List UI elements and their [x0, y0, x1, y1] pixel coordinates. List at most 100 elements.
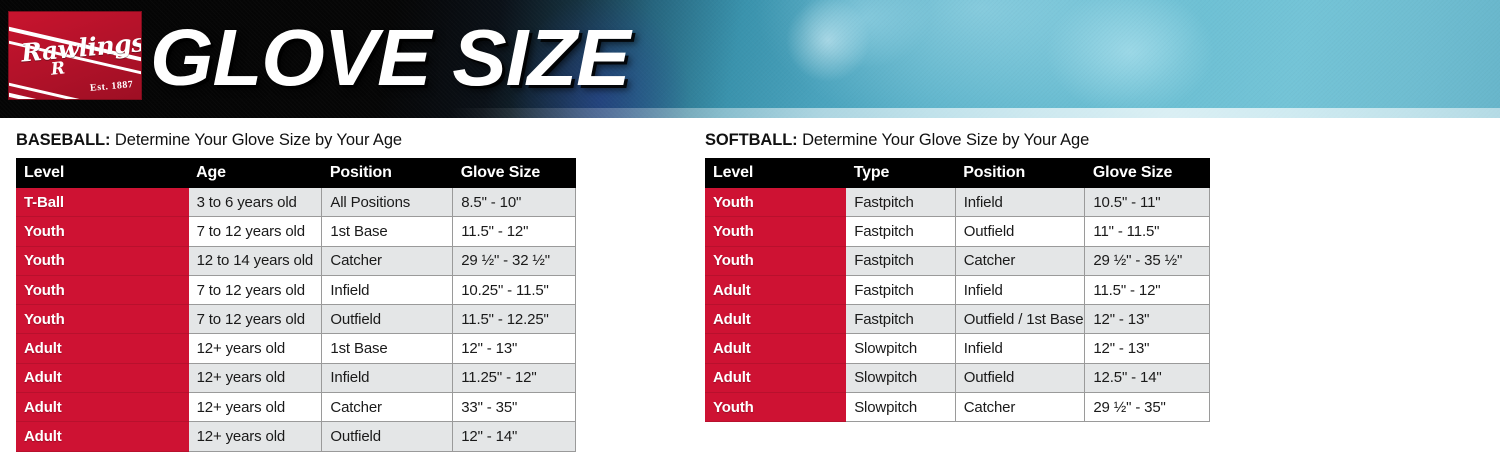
cell-position: Infield — [321, 275, 454, 306]
cell-position: Outfield — [955, 216, 1086, 247]
cell-position: Outfield — [321, 304, 454, 335]
cell-type: Fastpitch — [845, 275, 956, 306]
cell-position: Catcher — [321, 392, 454, 423]
column-header-level: Level — [705, 158, 846, 188]
page-title: GLOVE SIZE — [150, 13, 630, 102]
table-row: T-Ball 3 to 6 years old All Positions 8.… — [16, 188, 576, 218]
logo-r-mark: R — [49, 58, 67, 80]
table-header-row: Level Age Position Glove Size — [16, 158, 576, 188]
cell-glove-size: 11.5" - 12.25" — [452, 304, 576, 335]
cell-age: 12+ years old — [188, 363, 323, 394]
rawlings-logo: Rawlings R Est. 1887 — [8, 11, 142, 100]
cell-type: Fastpitch — [845, 216, 956, 247]
cell-position: Outfield / 1st Base — [955, 304, 1086, 335]
cell-glove-size: 12" - 13" — [1084, 333, 1210, 364]
column-header-glove-size: Glove Size — [452, 158, 576, 188]
cell-position: Outfield — [955, 363, 1086, 394]
softball-heading-rest: Determine Your Glove Size by Your Age — [797, 131, 1090, 149]
cell-age: 7 to 12 years old — [188, 216, 323, 247]
cell-level: Youth — [16, 246, 189, 276]
cell-age: 12+ years old — [188, 392, 323, 423]
baseball-heading-rest: Determine Your Glove Size by Your Age — [110, 131, 402, 149]
cell-level: Adult — [16, 333, 189, 364]
cell-position: Outfield — [321, 421, 454, 452]
cell-glove-size: 11.5" - 12" — [1084, 275, 1210, 306]
banner-bottom-glow — [0, 108, 1500, 118]
table-row: Adult 12+ years old Outfield 12" - 14" — [16, 421, 576, 452]
softball-size-table: Level Type Position Glove Size Youth Fas… — [705, 158, 1210, 423]
cell-position: 1st Base — [321, 216, 454, 247]
cell-level: Adult — [705, 363, 847, 394]
cell-age: 12+ years old — [188, 421, 323, 452]
table-row: Youth Fastpitch Catcher 29 ½" - 35 ½" — [705, 246, 1210, 276]
cell-age: 7 to 12 years old — [188, 304, 323, 335]
cell-position: Catcher — [955, 392, 1086, 423]
baseball-heading: BASEBALL: Determine Your Glove Size by Y… — [16, 118, 576, 158]
table-row: Youth Fastpitch Outfield 11" - 11.5" — [705, 216, 1210, 247]
banner-texture-overlay — [0, 0, 1500, 118]
cell-level: Adult — [16, 363, 189, 394]
cell-glove-size: 12.5" - 14" — [1084, 363, 1210, 394]
cell-level: Adult — [16, 421, 189, 452]
cell-type: Slowpitch — [845, 363, 956, 394]
cell-position: All Positions — [321, 188, 454, 218]
cell-type: Fastpitch — [845, 304, 956, 335]
cell-level: Youth — [705, 188, 847, 218]
cell-age: 7 to 12 years old — [188, 275, 323, 306]
table-row: Adult Slowpitch Infield 12" - 13" — [705, 333, 1210, 364]
column-header-position: Position — [321, 158, 453, 188]
table-row: Youth 7 to 12 years old Infield 10.25" -… — [16, 275, 576, 306]
table-header-row: Level Type Position Glove Size — [705, 158, 1210, 188]
table-row: Youth 7 to 12 years old 1st Base 11.5" -… — [16, 216, 576, 247]
cell-position: Catcher — [321, 246, 454, 276]
cell-level: Youth — [705, 392, 847, 423]
cell-position: Infield — [955, 333, 1086, 364]
cell-level: Youth — [705, 246, 847, 276]
cell-type: Fastpitch — [845, 188, 956, 218]
cell-position: Infield — [321, 363, 454, 394]
baseball-heading-strong: BASEBALL: — [16, 131, 111, 149]
table-row: Adult 12+ years old 1st Base 12" - 13" — [16, 333, 576, 364]
cell-glove-size: 8.5" - 10" — [452, 188, 576, 218]
baseball-panel: BASEBALL: Determine Your Glove Size by Y… — [16, 118, 576, 452]
table-row: Youth 7 to 12 years old Outfield 11.5" -… — [16, 304, 576, 335]
softball-heading-strong: SOFTBALL: — [705, 131, 798, 149]
cell-level: Youth — [16, 275, 189, 306]
banner-background — [0, 0, 1500, 118]
cell-glove-size: 10.5" - 11" — [1084, 188, 1210, 218]
table-row: Youth Slowpitch Catcher 29 ½" - 35" — [705, 392, 1210, 423]
cell-level: Adult — [16, 392, 189, 423]
table-row: Adult Slowpitch Outfield 12.5" - 14" — [705, 363, 1210, 394]
column-header-level: Level — [16, 158, 189, 188]
cell-position: Catcher — [955, 246, 1086, 276]
cell-glove-size: 29 ½" - 35 ½" — [1084, 246, 1210, 276]
logo-established-text: Est. 1887 — [89, 79, 134, 94]
cell-glove-size: 29 ½" - 32 ½" — [452, 246, 576, 276]
softball-heading: SOFTBALL: Determine Your Glove Size by Y… — [705, 118, 1210, 158]
table-row: Youth 12 to 14 years old Catcher 29 ½" -… — [16, 246, 576, 276]
table-row: Adult Fastpitch Infield 11.5" - 12" — [705, 275, 1210, 306]
column-header-age: Age — [188, 158, 322, 188]
cell-position: Infield — [955, 275, 1086, 306]
cell-glove-size: 12" - 13" — [452, 333, 576, 364]
table-row: Adult 12+ years old Catcher 33" - 35" — [16, 392, 576, 423]
page-banner: Rawlings R Est. 1887 GLOVE SIZE — [0, 0, 1500, 118]
cell-glove-size: 10.25" - 11.5" — [452, 275, 576, 306]
table-row: Youth Fastpitch Infield 10.5" - 11" — [705, 188, 1210, 218]
cell-level: Adult — [705, 333, 847, 364]
column-header-glove-size: Glove Size — [1084, 158, 1210, 188]
cell-glove-size: 33" - 35" — [452, 392, 576, 423]
cell-glove-size: 12" - 13" — [1084, 304, 1210, 335]
baseball-size-table: Level Age Position Glove Size T-Ball 3 t… — [16, 158, 576, 452]
cell-level: Youth — [705, 216, 847, 247]
column-header-type: Type — [845, 158, 956, 188]
cell-type: Fastpitch — [845, 246, 956, 276]
cell-level: Youth — [16, 304, 189, 335]
cell-level: T-Ball — [16, 188, 189, 218]
softball-panel: SOFTBALL: Determine Your Glove Size by Y… — [705, 118, 1210, 423]
cell-glove-size: 12" - 14" — [452, 421, 576, 452]
cell-level: Adult — [705, 304, 847, 335]
cell-age: 12+ years old — [188, 333, 323, 364]
content-area: BASEBALL: Determine Your Glove Size by Y… — [0, 118, 1500, 452]
cell-level: Youth — [16, 216, 189, 247]
